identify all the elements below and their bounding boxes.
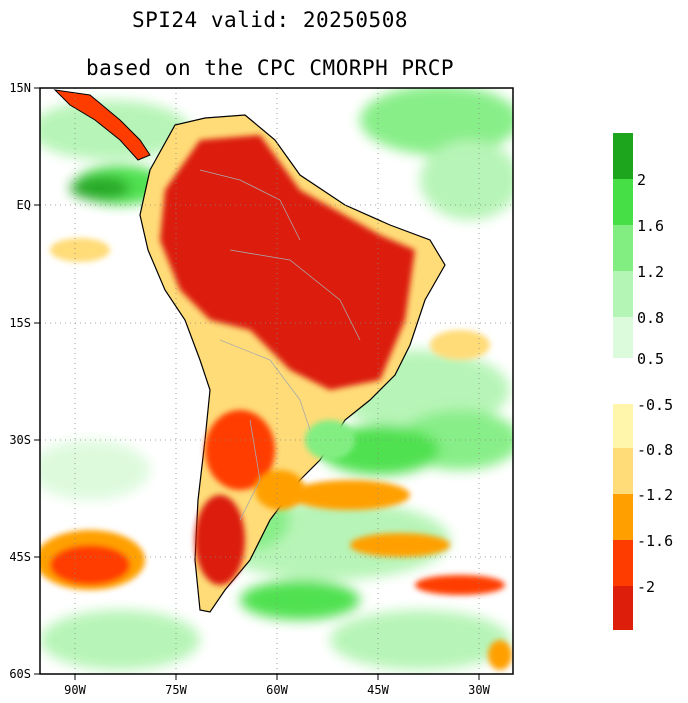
colorbar-swatch <box>613 317 633 358</box>
colorbar-label: -2 <box>637 578 655 596</box>
colorbar-label: -0.8 <box>637 441 673 459</box>
colorbar-label: 0.5 <box>637 350 664 368</box>
colorbar-swatch <box>613 404 633 448</box>
title-line-1: SPI24 valid: 20250508 <box>131 8 408 32</box>
colorbar-label: 1.6 <box>637 217 664 235</box>
x-tick-label: 75W <box>165 683 187 697</box>
x-tick-label: 45W <box>367 683 389 697</box>
colorbar-swatch <box>613 271 633 317</box>
y-tick-label: 30S <box>9 433 31 447</box>
colorbar-label: 0.8 <box>637 309 664 327</box>
x-tick-label: 30W <box>468 683 490 697</box>
y-tick-label: 60S <box>9 667 31 681</box>
colorbar-swatch <box>613 179 633 225</box>
x-tick-label: 60W <box>266 683 288 697</box>
colorbar-swatch <box>613 494 633 540</box>
map-field <box>40 88 513 674</box>
colorbar-swatch <box>613 448 633 494</box>
colorbar-label: 2 <box>637 171 646 189</box>
colorbar-wet: 2 1.6 1.2 0.8 0.5 <box>613 133 664 368</box>
y-tick-label: EQ <box>17 198 31 212</box>
y-tick-label: 15S <box>9 316 31 330</box>
y-tick-label: 15N <box>9 81 31 95</box>
colorbar-swatch <box>613 133 633 179</box>
colorbar-label: 1.2 <box>637 263 664 281</box>
y-tick-label: 45S <box>9 550 31 564</box>
colorbar-dry: -0.5 -0.8 -1.2 -1.6 -2 <box>613 396 673 630</box>
colorbar-swatch <box>613 586 633 630</box>
x-tick-label: 90W <box>64 683 86 697</box>
colorbar-label: -1.6 <box>637 532 673 550</box>
colorbar-label: -1.2 <box>637 486 673 504</box>
colorbar-label: -0.5 <box>637 396 673 414</box>
x-axis-labels: 90W 75W 60W 45W 30W <box>64 683 490 697</box>
y-axis-labels: 15N EQ 15S 30S 45S 60S <box>9 81 31 681</box>
colorbar-swatch <box>613 540 633 586</box>
title-line-2: based on the CPC CMORPH PRCP <box>85 56 454 80</box>
colorbar-swatch <box>613 225 633 271</box>
